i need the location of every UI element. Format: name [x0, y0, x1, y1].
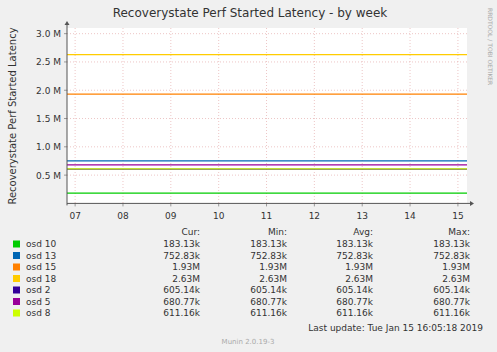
grid-line	[67, 146, 467, 147]
y-tick-label: 1.5 M	[36, 114, 61, 124]
x-axis	[67, 203, 471, 204]
last-update: Last update: Tue Jan 15 16:05:18 2019	[308, 323, 483, 333]
legend-stat: 183.13k	[433, 239, 470, 249]
legend-stat: 752.83k	[336, 251, 373, 261]
legend-swatch	[13, 252, 20, 259]
legend-name: osd 5	[26, 297, 51, 307]
legend-name: osd 13	[26, 251, 56, 261]
legend-stat: 605.14k	[250, 285, 287, 295]
legend-stat: 611.16k	[336, 308, 373, 318]
legend-swatch	[13, 287, 20, 294]
watermark: RRDTOOL / TOBI OETIKER	[487, 8, 494, 85]
legend-stat: 183.13k	[336, 239, 373, 249]
legend-stat: 611.16k	[250, 308, 287, 318]
legend-stat: 183.13k	[250, 239, 287, 249]
series-line	[67, 169, 467, 170]
series-line	[67, 164, 467, 165]
grid-line	[67, 175, 467, 176]
x-tick-label: 09	[165, 211, 177, 221]
x-tick-label: 12	[309, 211, 320, 221]
legend-name: osd 10	[26, 239, 56, 249]
legend-swatch	[13, 264, 20, 271]
legend-stat: 183.13k	[163, 239, 200, 249]
x-tick-label: 14	[404, 211, 416, 221]
y-tick-label: 1.0 M	[36, 142, 61, 152]
legend-stat: 611.16k	[433, 308, 470, 318]
y-tick-label: 2.5 M	[36, 57, 61, 67]
x-tick-label: 15	[452, 211, 463, 221]
background	[0, 0, 497, 352]
legend-stat: 605.14k	[433, 285, 470, 295]
series-line	[67, 168, 467, 169]
legend-name: osd 8	[26, 308, 51, 318]
series-line	[67, 192, 467, 193]
legend-swatch	[13, 298, 20, 305]
legend-stat: 605.14k	[163, 285, 200, 295]
x-axis-arrow	[470, 201, 474, 206]
legend-name: osd 18	[26, 274, 56, 284]
y-axis-arrow	[65, 21, 70, 25]
x-tick-label: 08	[117, 211, 129, 221]
legend-name: osd 2	[26, 285, 51, 295]
x-tick-label: 13	[356, 211, 367, 221]
legend-stat: 752.83k	[163, 251, 200, 261]
grid-line	[67, 90, 467, 91]
legend-header: Cur:	[181, 227, 200, 237]
legend-name: osd 15	[26, 262, 56, 272]
title: Recoverystate Perf Started Latency - by …	[113, 6, 388, 20]
y-tick-label: 0.5 M	[36, 171, 61, 181]
legend-swatch	[13, 310, 20, 317]
chart: Recoverystate Perf Started Latency - by …	[0, 0, 497, 352]
x-tick-label: 07	[69, 211, 80, 221]
x-tick-label: 10	[213, 211, 225, 221]
x-tick-label: 11	[261, 211, 272, 221]
legend-stat: 1.93M	[442, 262, 470, 272]
legend-stat: 2.63M	[442, 274, 470, 284]
series-line	[67, 54, 467, 55]
legend-stat: 2.63M	[259, 274, 287, 284]
legend-swatch	[13, 275, 20, 282]
legend-stat: 611.16k	[163, 308, 200, 318]
legend-stat: 680.77k	[163, 297, 200, 307]
legend-stat: 1.93M	[172, 262, 200, 272]
y-axis	[67, 24, 68, 205]
grid-line	[67, 61, 467, 62]
grid-line	[67, 33, 467, 34]
legend-stat: 2.63M	[345, 274, 373, 284]
footer: Munin 2.0.19-3	[222, 338, 275, 346]
series-group	[67, 55, 467, 193]
legend-stat: 2.63M	[172, 274, 200, 284]
y-axis-label: Recoverystate Perf Started Latency	[7, 27, 18, 204]
legend-header: Avg:	[353, 227, 373, 237]
series-line	[67, 160, 467, 161]
legend-stat: 680.77k	[336, 297, 373, 307]
legend-stat: 1.93M	[345, 262, 373, 272]
plot-area	[67, 28, 467, 203]
grid-line	[67, 118, 467, 119]
legend-stat: 605.14k	[336, 285, 373, 295]
legend-swatch	[13, 241, 20, 248]
series-line	[67, 94, 467, 95]
y-tick-label: 3.0 M	[36, 29, 61, 39]
y-tick-label: 2.0 M	[36, 86, 61, 96]
legend-stat: 752.83k	[250, 251, 287, 261]
legend-header: Min:	[268, 227, 287, 237]
legend-stat: 680.77k	[433, 297, 470, 307]
legend-stat: 752.83k	[433, 251, 470, 261]
legend-header: Max:	[448, 227, 470, 237]
legend-stat: 680.77k	[250, 297, 287, 307]
legend-stat: 1.93M	[259, 262, 287, 272]
